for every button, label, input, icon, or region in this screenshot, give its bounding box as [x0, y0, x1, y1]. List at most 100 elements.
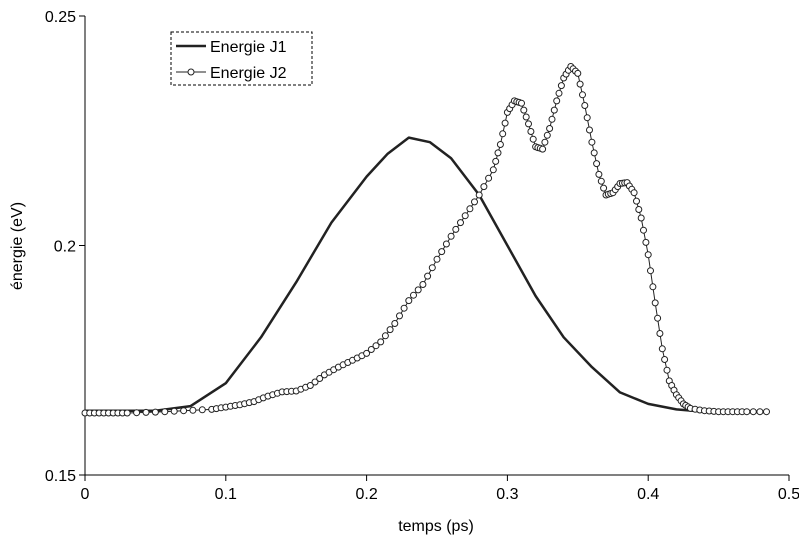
series-marker-j2	[372, 342, 380, 350]
series-marker-j2	[756, 408, 764, 416]
series-marker-j2	[633, 197, 640, 205]
series-marker-j2	[494, 149, 502, 157]
series-marker-j2	[170, 407, 178, 415]
x-tick-label: 0	[81, 486, 90, 503]
series-marker-j2	[661, 356, 669, 363]
series-marker-j2	[142, 408, 150, 416]
series-marker-j2	[480, 183, 488, 191]
series-marker-j2	[485, 174, 493, 182]
series-marker-j2	[466, 205, 474, 213]
series-marker-j2	[410, 291, 417, 299]
series-marker-j2	[438, 248, 446, 256]
axes: 0.15 0.2 0.25 0 0.1 0.2 0.3 0.4 0.5	[45, 9, 799, 503]
series-marker-j2	[543, 131, 551, 139]
series-marker-j2	[640, 226, 647, 234]
series-marker-j2	[553, 97, 561, 105]
series-marker-j2	[198, 406, 206, 414]
series-marker-j2	[595, 170, 603, 178]
x-tick-label: 0.4	[637, 486, 659, 503]
series-marker-j2	[644, 251, 652, 259]
series-marker-j2	[647, 267, 654, 275]
series-line-j1	[85, 136, 768, 414]
series-marker-j2	[593, 160, 601, 168]
series-marker-j2	[597, 177, 605, 185]
series-marker-j2	[518, 99, 525, 107]
series-marker-j2	[475, 191, 483, 199]
series-marker-j2	[576, 80, 584, 88]
series-marker-j2	[656, 330, 664, 337]
series-marker-j2	[583, 114, 591, 122]
x-tick-label: 0.3	[496, 486, 518, 503]
series-marker-j2	[557, 82, 565, 90]
series-marker-j2	[419, 281, 427, 288]
series-marker-j2	[133, 409, 141, 417]
series-marker-j2	[433, 255, 441, 263]
series-marker-j2	[428, 264, 436, 272]
series-marker-j2	[550, 106, 558, 114]
series-marker-j2	[630, 189, 638, 197]
series-marker-j2	[316, 375, 324, 382]
series-marker-j2	[501, 119, 509, 127]
series-marker-j2	[123, 409, 131, 417]
series-marker-j2	[651, 299, 659, 307]
series-marker-j2	[522, 113, 530, 121]
series-marker-j2	[600, 184, 608, 192]
series-marker-j2	[763, 408, 770, 416]
series-marker-j2	[180, 407, 188, 415]
series-marker-j2	[405, 297, 413, 305]
series-marker-j2	[492, 157, 500, 165]
y-axis-title: énergie (eV)	[9, 202, 26, 290]
series-marker-j2	[424, 272, 432, 280]
series-marker-j2	[555, 89, 563, 97]
series-marker-j2	[447, 232, 455, 240]
x-tick-label: 0.2	[355, 486, 377, 503]
y-tick-label: 0.15	[45, 468, 76, 485]
series-marker-j2	[489, 166, 497, 174]
series-marker-j2	[581, 102, 589, 109]
series-marker-j2	[586, 126, 593, 134]
series-marker-j2	[311, 378, 319, 386]
series-marker-j2	[161, 408, 169, 416]
series-marker-j2	[367, 346, 375, 353]
series-marker-j2	[527, 128, 535, 135]
series-layer	[81, 63, 770, 417]
series-marker-j2	[529, 135, 537, 143]
series-marker-j2	[471, 198, 478, 206]
series-marker-j2	[496, 141, 504, 148]
series-marker-j2	[151, 408, 159, 416]
x-axis-title: temps (ps)	[398, 518, 474, 535]
series-marker-j2	[743, 408, 751, 416]
series-marker-j2	[590, 149, 598, 157]
series-marker-j2	[306, 382, 314, 389]
series-marker-j2	[391, 320, 399, 327]
series-marker-j2	[363, 349, 371, 357]
series-marker-j2	[654, 314, 662, 322]
series-marker-j2	[461, 212, 469, 220]
series-marker-j2	[574, 69, 582, 77]
x-tick-label: 0.1	[215, 486, 237, 503]
series-marker-j2	[649, 283, 657, 291]
series-marker-j2	[452, 225, 460, 233]
y-tick-label: 0.25	[45, 9, 76, 26]
series-marker-j2	[414, 286, 422, 294]
legend-label-j2: Energie J2	[210, 65, 287, 82]
legend-marker-j2	[187, 68, 195, 76]
series-marker-j2	[637, 214, 645, 222]
series-marker-j2	[386, 326, 394, 334]
series-marker-j2	[525, 120, 532, 128]
series-marker-j2	[579, 91, 586, 99]
x-tick-label: 0.5	[778, 486, 799, 503]
series-marker-j2	[642, 238, 650, 246]
series-marker-j2	[400, 304, 408, 312]
series-marker-j2	[396, 312, 403, 320]
series-marker-j2	[520, 106, 528, 114]
legend: Energie J1 Energie J2	[170, 31, 313, 86]
series-marker-j2	[189, 406, 197, 414]
series-marker-j2	[749, 408, 757, 416]
series-marker-j2	[635, 206, 643, 213]
legend-label-j1: Energie J1	[210, 39, 287, 56]
y-tick-label: 0.2	[54, 239, 76, 256]
series-marker-j2	[457, 219, 464, 227]
series-marker-j2	[377, 338, 385, 346]
series-marker-j2	[546, 125, 554, 132]
